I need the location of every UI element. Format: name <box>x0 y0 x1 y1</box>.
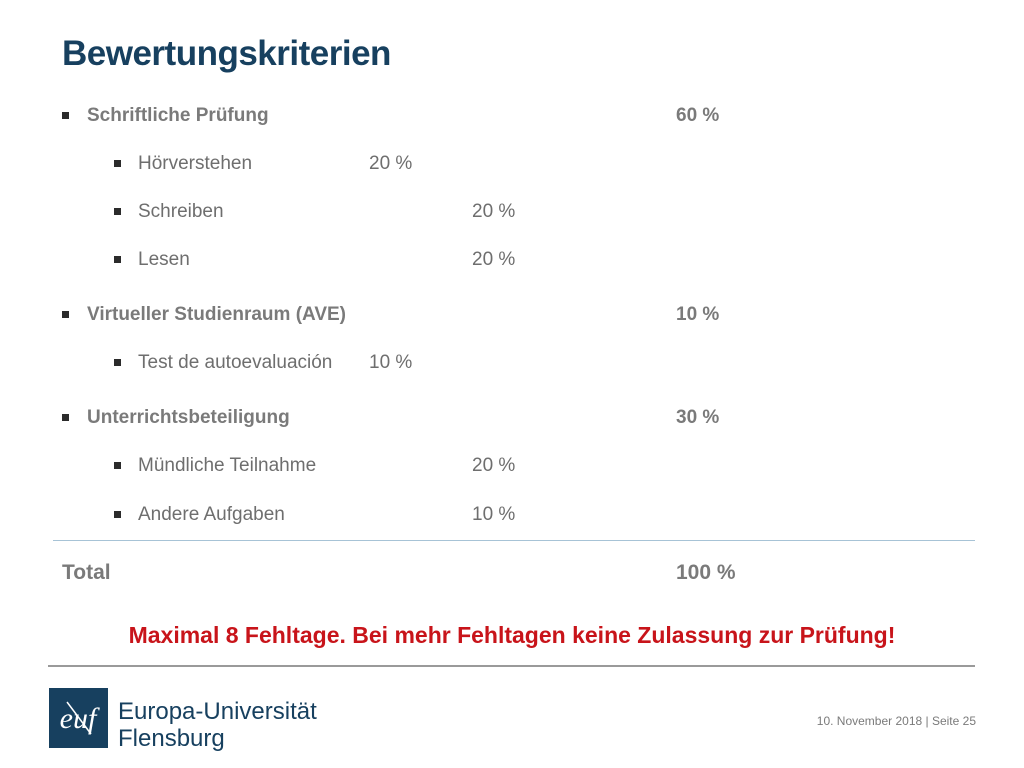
sub-criterion-percent: 20 % <box>472 201 516 222</box>
sub-criterion-percent: 10 % <box>369 352 413 373</box>
sub-criterion-percent: 20 % <box>472 249 516 270</box>
absence-warning: Maximal 8 Fehltage. Bei mehr Fehltagen k… <box>128 622 896 648</box>
criterion-row: Schriftliche Prüfung 60 % <box>0 105 1024 131</box>
square-bullet-icon <box>114 208 121 215</box>
sub-criterion-label: Schreiben <box>138 201 224 222</box>
university-name: Europa-Universität Flensburg <box>118 698 317 752</box>
square-bullet-icon <box>62 414 69 421</box>
sub-criterion-row: Mündliche Teilnahme 20 % <box>0 455 1024 481</box>
sub-criterion-row: Lesen 20 % <box>0 249 1024 275</box>
euf-monogram-icon: euf <box>60 701 100 735</box>
square-bullet-icon <box>62 112 69 119</box>
square-bullet-icon <box>62 311 69 318</box>
university-name-line2: Flensburg <box>118 725 225 752</box>
square-bullet-icon <box>114 462 121 469</box>
square-bullet-icon <box>114 511 121 518</box>
university-logo-mark: euf <box>49 688 108 748</box>
sub-criterion-label: Lesen <box>138 249 190 270</box>
university-name-line1: Europa-Universität <box>118 698 317 725</box>
criterion-percent: 30 % <box>676 407 720 428</box>
total-divider <box>53 540 975 541</box>
square-bullet-icon <box>114 359 121 366</box>
criterion-percent: 60 % <box>676 105 720 126</box>
criterion-label: Virtueller Studienraum (AVE) <box>87 304 347 325</box>
square-bullet-icon <box>114 160 121 167</box>
footer-date-page: 10. November 2018 | Seite 25 <box>816 714 976 728</box>
sub-criterion-percent: 20 % <box>472 455 516 476</box>
criterion-label: Schriftliche Prüfung <box>87 105 269 126</box>
sub-criterion-row: Hörverstehen 20 % <box>0 153 1024 179</box>
sub-criterion-label: Hörverstehen <box>138 153 253 174</box>
total-label: Total <box>62 561 111 584</box>
sub-criterion-label: Mündliche Teilnahme <box>138 455 317 476</box>
footer-divider <box>48 665 975 667</box>
criterion-percent: 10 % <box>676 304 720 325</box>
sub-criterion-percent: 10 % <box>472 504 516 525</box>
sub-criterion-row: Andere Aufgaben 10 % <box>0 504 1024 530</box>
square-bullet-icon <box>114 256 121 263</box>
sub-criterion-percent: 20 % <box>369 153 413 174</box>
sub-criterion-row: Schreiben 20 % <box>0 201 1024 227</box>
total-percent: 100 % <box>676 561 736 584</box>
sub-criterion-row: Test de autoevaluación 10 % <box>0 352 1024 378</box>
criterion-row: Unterrichtsbeteiligung 30 % <box>0 407 1024 433</box>
sub-criterion-label: Test de autoevaluación <box>138 352 333 373</box>
criterion-label: Unterrichtsbeteiligung <box>87 407 290 428</box>
slide-title: Bewertungskriterien <box>62 34 391 73</box>
criterion-row: Virtueller Studienraum (AVE) 10 % <box>0 304 1024 330</box>
sub-criterion-label: Andere Aufgaben <box>138 504 285 525</box>
